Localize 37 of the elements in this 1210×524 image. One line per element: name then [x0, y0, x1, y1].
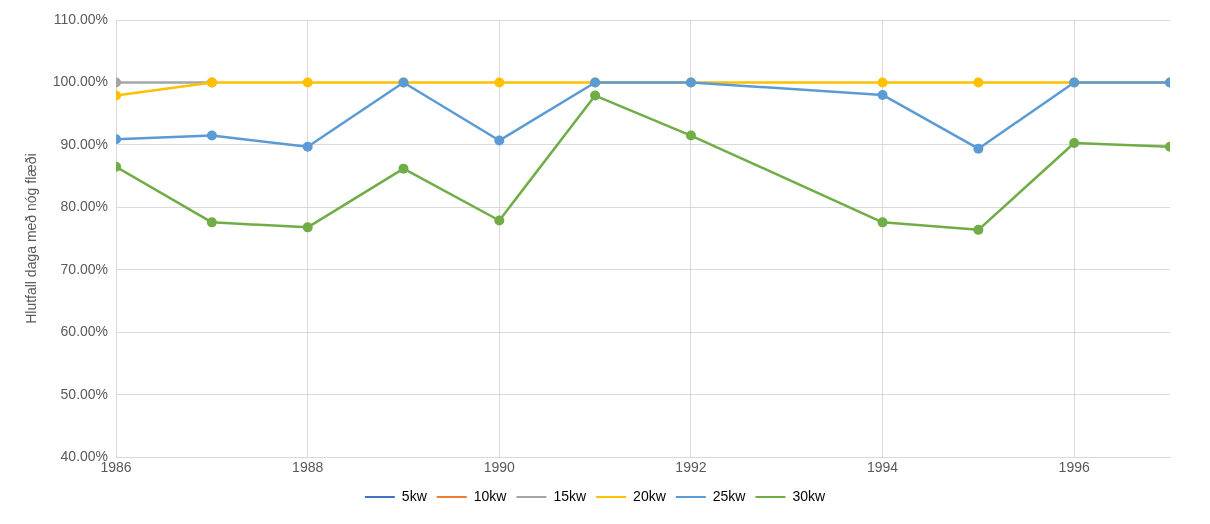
- point: [973, 77, 984, 88]
- x-tick-label: 1996: [1058, 459, 1090, 476]
- point: [973, 143, 984, 154]
- point: [494, 135, 505, 146]
- point: [494, 215, 505, 226]
- point: [877, 217, 888, 228]
- point: [302, 141, 313, 152]
- y-axis-title: Hlutfall daga með nóg flæði: [23, 153, 40, 324]
- legend-label: 25kw: [712, 487, 747, 504]
- point: [206, 217, 217, 228]
- legend-label: 15kw: [553, 487, 587, 504]
- y-tick-label: 70.00%: [60, 260, 109, 277]
- legend-label: 5kw: [401, 487, 428, 504]
- point: [877, 77, 888, 88]
- point: [973, 224, 984, 235]
- y-tick-label: 110.00%: [53, 10, 109, 27]
- point: [494, 77, 505, 88]
- y-tick-label: 90.00%: [60, 135, 109, 152]
- x-tick-label: 1988: [292, 459, 324, 476]
- y-tick-label: 50.00%: [60, 385, 109, 402]
- point: [398, 163, 409, 174]
- point: [1069, 138, 1080, 149]
- point: [302, 222, 313, 233]
- x-tick-label: 1992: [675, 459, 707, 476]
- legend-label: 20kw: [633, 487, 667, 504]
- y-tick-label: 80.00%: [60, 198, 109, 215]
- legend-label: 30kw: [792, 487, 827, 504]
- point: [877, 89, 888, 100]
- x-tick-label: 1990: [483, 459, 516, 476]
- point: [302, 77, 313, 88]
- y-tick-label: 100.00%: [52, 73, 109, 90]
- y-tick-label: 60.00%: [60, 323, 109, 340]
- x-tick-label: 1994: [866, 459, 899, 476]
- point: [590, 90, 601, 101]
- point: [685, 130, 696, 141]
- legend-label: 10kw: [473, 487, 508, 504]
- point: [206, 130, 217, 141]
